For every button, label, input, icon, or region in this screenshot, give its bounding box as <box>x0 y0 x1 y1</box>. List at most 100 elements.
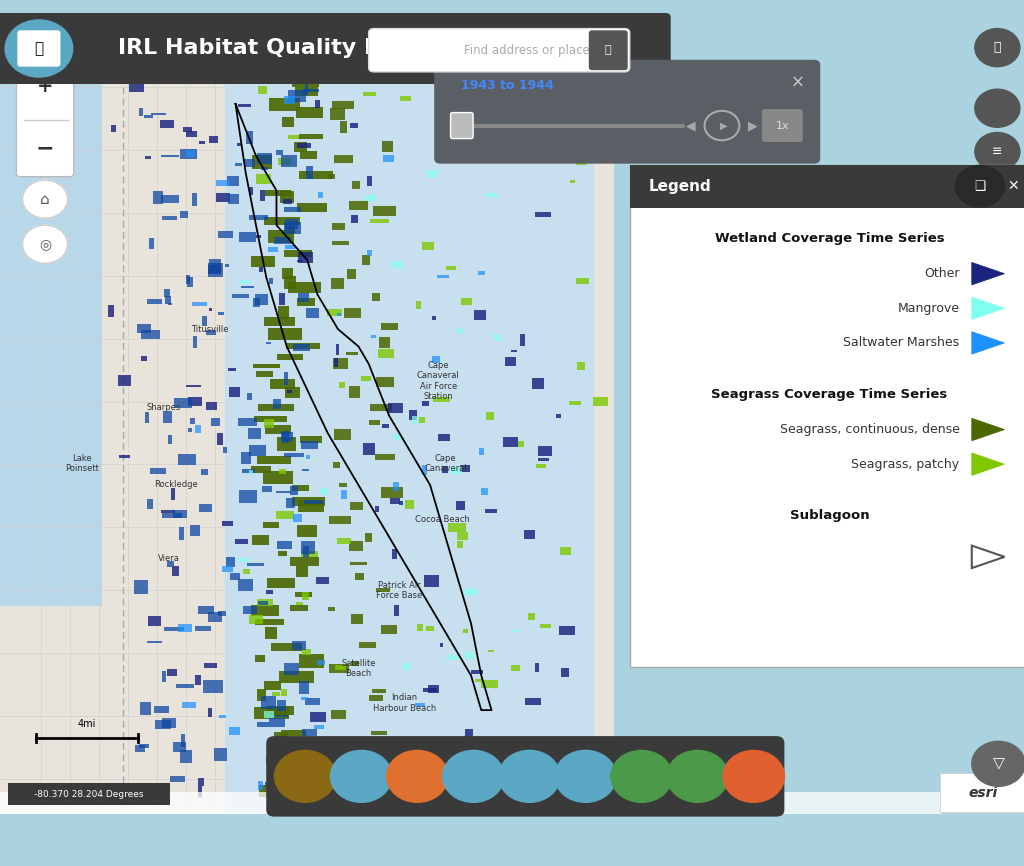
FancyBboxPatch shape <box>284 96 295 104</box>
FancyBboxPatch shape <box>478 449 484 455</box>
FancyBboxPatch shape <box>321 488 329 494</box>
FancyBboxPatch shape <box>390 498 400 504</box>
FancyBboxPatch shape <box>176 683 195 688</box>
FancyBboxPatch shape <box>294 770 307 776</box>
FancyBboxPatch shape <box>347 268 356 279</box>
FancyBboxPatch shape <box>463 630 468 633</box>
FancyBboxPatch shape <box>333 223 345 229</box>
FancyBboxPatch shape <box>262 471 293 484</box>
Text: Wetland Coverage Time Series: Wetland Coverage Time Series <box>715 232 944 245</box>
FancyBboxPatch shape <box>299 790 306 792</box>
FancyBboxPatch shape <box>217 433 223 445</box>
FancyBboxPatch shape <box>457 328 463 333</box>
FancyBboxPatch shape <box>298 294 309 302</box>
FancyBboxPatch shape <box>503 436 517 447</box>
FancyBboxPatch shape <box>209 708 213 717</box>
FancyBboxPatch shape <box>300 436 323 443</box>
FancyBboxPatch shape <box>238 418 257 426</box>
FancyBboxPatch shape <box>257 722 269 727</box>
Circle shape <box>5 20 73 77</box>
FancyBboxPatch shape <box>382 424 388 428</box>
Text: Titusville: Titusville <box>191 325 228 333</box>
FancyBboxPatch shape <box>148 616 161 626</box>
Circle shape <box>274 750 336 802</box>
FancyBboxPatch shape <box>292 75 319 87</box>
FancyBboxPatch shape <box>255 619 285 625</box>
FancyBboxPatch shape <box>362 255 370 265</box>
FancyBboxPatch shape <box>337 313 341 316</box>
FancyBboxPatch shape <box>282 432 293 441</box>
FancyBboxPatch shape <box>369 420 380 425</box>
FancyBboxPatch shape <box>394 605 399 616</box>
FancyBboxPatch shape <box>538 446 552 456</box>
FancyBboxPatch shape <box>264 419 274 429</box>
FancyBboxPatch shape <box>174 398 193 408</box>
FancyBboxPatch shape <box>534 104 539 112</box>
Circle shape <box>955 165 1005 207</box>
FancyBboxPatch shape <box>449 523 467 532</box>
FancyBboxPatch shape <box>201 469 208 475</box>
FancyBboxPatch shape <box>335 665 346 670</box>
FancyBboxPatch shape <box>556 414 561 418</box>
Text: ◀: ◀ <box>686 119 696 132</box>
FancyBboxPatch shape <box>239 232 256 242</box>
FancyBboxPatch shape <box>371 335 377 338</box>
FancyBboxPatch shape <box>253 535 269 545</box>
Polygon shape <box>225 69 594 814</box>
FancyBboxPatch shape <box>256 371 272 377</box>
FancyBboxPatch shape <box>301 540 314 553</box>
FancyBboxPatch shape <box>313 726 325 729</box>
FancyBboxPatch shape <box>144 157 152 159</box>
FancyBboxPatch shape <box>364 92 376 96</box>
FancyBboxPatch shape <box>218 231 233 238</box>
FancyBboxPatch shape <box>269 718 286 727</box>
FancyBboxPatch shape <box>287 390 292 393</box>
Text: Satellite
Beach: Satellite Beach <box>341 659 376 678</box>
Text: ✕: ✕ <box>1007 179 1019 193</box>
FancyBboxPatch shape <box>216 180 229 186</box>
FancyBboxPatch shape <box>540 624 551 628</box>
FancyBboxPatch shape <box>278 551 287 557</box>
FancyBboxPatch shape <box>227 177 240 185</box>
FancyBboxPatch shape <box>361 376 371 381</box>
FancyBboxPatch shape <box>295 142 307 152</box>
FancyBboxPatch shape <box>206 330 216 335</box>
FancyBboxPatch shape <box>422 465 427 475</box>
FancyBboxPatch shape <box>16 70 74 177</box>
FancyBboxPatch shape <box>304 500 323 504</box>
FancyBboxPatch shape <box>400 96 412 101</box>
FancyBboxPatch shape <box>214 747 227 761</box>
FancyBboxPatch shape <box>391 549 396 559</box>
FancyBboxPatch shape <box>285 222 301 234</box>
FancyBboxPatch shape <box>444 740 463 749</box>
FancyBboxPatch shape <box>426 765 435 768</box>
FancyBboxPatch shape <box>273 399 282 409</box>
FancyBboxPatch shape <box>315 577 329 584</box>
FancyBboxPatch shape <box>182 701 197 708</box>
FancyBboxPatch shape <box>376 377 394 387</box>
FancyBboxPatch shape <box>282 689 288 696</box>
FancyBboxPatch shape <box>227 368 236 371</box>
FancyBboxPatch shape <box>282 430 289 443</box>
FancyBboxPatch shape <box>248 563 264 566</box>
FancyBboxPatch shape <box>370 404 392 411</box>
FancyBboxPatch shape <box>268 247 279 253</box>
FancyBboxPatch shape <box>122 786 138 792</box>
FancyBboxPatch shape <box>223 447 227 453</box>
FancyBboxPatch shape <box>351 215 358 223</box>
FancyBboxPatch shape <box>140 702 151 715</box>
FancyBboxPatch shape <box>251 466 271 473</box>
FancyBboxPatch shape <box>179 527 183 540</box>
FancyBboxPatch shape <box>267 578 295 588</box>
FancyBboxPatch shape <box>371 731 387 735</box>
FancyBboxPatch shape <box>249 469 253 474</box>
Text: -80.370 28.204 Degrees: -80.370 28.204 Degrees <box>35 790 143 798</box>
Circle shape <box>23 225 68 263</box>
FancyBboxPatch shape <box>243 569 250 574</box>
FancyBboxPatch shape <box>262 522 279 527</box>
FancyBboxPatch shape <box>474 310 486 320</box>
FancyBboxPatch shape <box>316 660 325 665</box>
FancyBboxPatch shape <box>465 589 477 595</box>
FancyBboxPatch shape <box>218 611 225 617</box>
FancyBboxPatch shape <box>162 671 166 682</box>
